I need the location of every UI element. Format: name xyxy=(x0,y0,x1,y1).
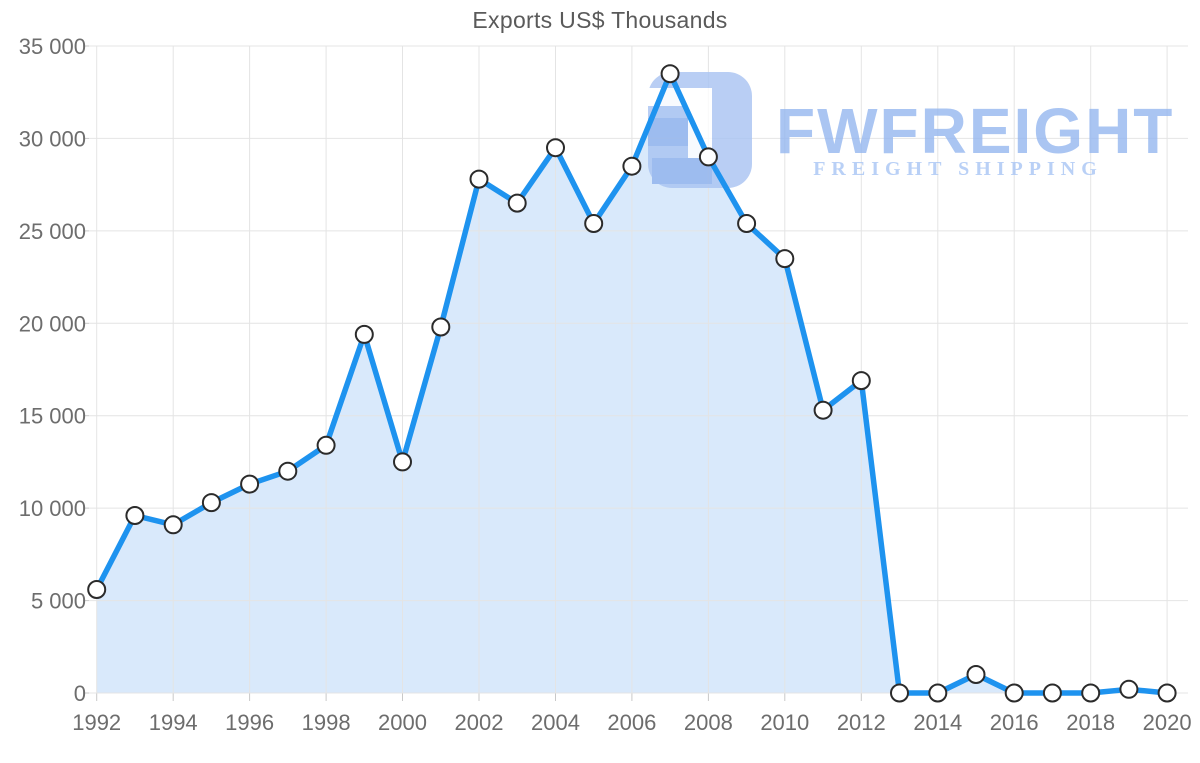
data-point xyxy=(1042,683,1062,703)
data-point xyxy=(469,169,489,189)
x-tick-label: 2010 xyxy=(760,710,809,735)
data-point xyxy=(813,400,833,420)
watermark: FWFREIGHT FREIGHT SHIPPING xyxy=(648,72,1174,188)
data-point xyxy=(928,683,948,703)
data-point xyxy=(431,317,451,337)
data-point xyxy=(966,665,986,684)
data-point xyxy=(278,461,298,481)
data-point xyxy=(584,214,604,233)
data-point xyxy=(737,214,757,233)
data-point xyxy=(1119,679,1139,699)
axis-label-layer: 1992 1994 1996 1998 2000 2002 2004 2006 2008 2010… xyxy=(19,34,1192,735)
fwfreight-logo-icon xyxy=(648,72,752,188)
data-point xyxy=(201,493,221,513)
x-tick-label: 2006 xyxy=(607,710,656,735)
x-tick-label: 1994 xyxy=(149,710,198,735)
y-tick-label: 15 000 xyxy=(19,404,86,429)
y-tick-label: 5 000 xyxy=(31,589,86,614)
y-tick-label: 35 000 xyxy=(19,34,86,59)
x-tick-label: 2018 xyxy=(1066,710,1115,735)
x-tick-label: 2008 xyxy=(684,710,733,735)
x-tick-label: 2000 xyxy=(378,710,427,735)
x-tick-label: 2002 xyxy=(455,710,504,735)
y-tick-label: 30 000 xyxy=(19,126,86,151)
data-point xyxy=(163,515,183,535)
watermark-tagline-text: FREIGHT SHIPPING xyxy=(813,158,1103,180)
series-layer xyxy=(87,64,1177,703)
y-tick-label: 20 000 xyxy=(19,311,86,336)
watermark-brand-text: FWFREIGHT xyxy=(776,95,1174,167)
y-tick-label: 25 000 xyxy=(19,219,86,244)
x-tick-label: 2016 xyxy=(990,710,1039,735)
grid-layer xyxy=(83,45,1188,701)
data-point xyxy=(546,138,565,158)
data-point xyxy=(354,324,374,344)
y-tick-label: 10 000 xyxy=(19,496,86,521)
x-tick-label: 2012 xyxy=(837,710,886,735)
data-point xyxy=(316,435,336,455)
data-point xyxy=(775,249,795,269)
data-point xyxy=(125,506,145,525)
y-tick-label: 0 xyxy=(74,681,86,706)
x-tick-label: 2004 xyxy=(531,710,580,735)
x-tick-label: 2014 xyxy=(913,710,962,735)
x-tick-label: 2020 xyxy=(1143,710,1192,735)
data-point xyxy=(240,474,260,494)
data-point xyxy=(698,147,718,167)
data-point xyxy=(622,156,642,176)
chart-title: Exports US$ Thousands xyxy=(472,7,728,33)
data-point xyxy=(87,580,107,599)
data-point xyxy=(1004,683,1024,703)
data-point xyxy=(660,64,680,84)
data-point xyxy=(890,683,909,703)
data-point xyxy=(1157,683,1177,703)
data-point xyxy=(1081,683,1101,703)
x-tick-label: 1998 xyxy=(302,710,351,735)
data-point xyxy=(851,371,871,391)
data-point xyxy=(507,193,527,213)
x-tick-label: 1992 xyxy=(72,710,121,735)
data-point xyxy=(393,452,412,472)
x-tick-label: 1996 xyxy=(225,710,274,735)
